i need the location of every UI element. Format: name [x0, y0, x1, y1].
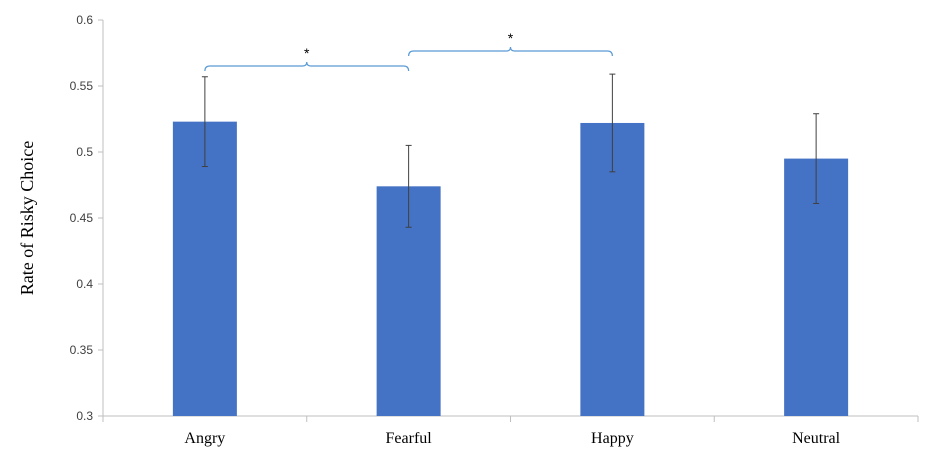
- error-bars-layer: [201, 73, 820, 228]
- x-category-label: Happy: [591, 430, 634, 447]
- significance-bracket: [408, 46, 613, 57]
- significance-star: *: [508, 30, 514, 46]
- labels-layer: 0.3 0.35 0.4 0.45 0.5 0.55 0.6 Angry Fearful Happ…: [17, 13, 841, 447]
- y-tick-label: 0.55: [70, 79, 94, 93]
- significance-star: *: [304, 45, 310, 61]
- bar-angry: [172, 121, 237, 416]
- significance-bracket: [204, 61, 410, 72]
- y-tick-label: 0.35: [70, 343, 94, 357]
- y-tick-label: 0.45: [70, 211, 94, 225]
- significance-layer: **: [204, 30, 613, 72]
- y-tick-label: 0.4: [76, 277, 93, 291]
- axes-layer: [98, 19, 919, 422]
- y-tick-label: 0.6: [76, 13, 93, 27]
- y-tick-label: 0.5: [76, 145, 93, 159]
- x-category-label: Fearful: [386, 430, 433, 447]
- x-category-label: Angry: [184, 430, 225, 447]
- y-tick-label: 0.3: [76, 409, 93, 423]
- x-category-label: Neutral: [792, 430, 841, 447]
- bars-layer: [172, 121, 849, 417]
- y-axis-title: Rate of Risky Choice: [17, 141, 37, 295]
